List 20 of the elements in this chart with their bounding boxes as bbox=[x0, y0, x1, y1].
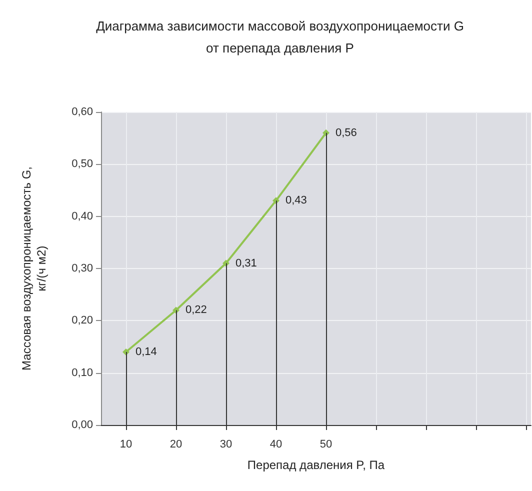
y-tick-label: 0,10 bbox=[72, 366, 93, 379]
x-tick-label: 30 bbox=[220, 438, 232, 450]
y-tick-label: 0,20 bbox=[72, 314, 93, 327]
y-tick-label: 0,40 bbox=[72, 210, 93, 222]
data-label: 0,43 bbox=[286, 194, 307, 207]
data-label: 0,14 bbox=[136, 346, 157, 358]
y-axis-title: Массовая воздухопроницаемость G, кг/(ч м2) bbox=[20, 166, 48, 370]
x-tick-label: 10 bbox=[120, 438, 132, 450]
x-axis-title: Перепад давления P, Па bbox=[247, 458, 385, 472]
x-tick-label: 50 bbox=[320, 438, 332, 450]
y-tick-label: 0,60 bbox=[72, 106, 93, 118]
x-tick-label: 20 bbox=[170, 438, 182, 450]
data-label: 0,56 bbox=[336, 126, 357, 139]
y-tick-label: 0,00 bbox=[72, 419, 93, 431]
chart-title: Диаграмма зависимости массовой воздухопроницаемости G от перепада давления P bbox=[96, 18, 464, 56]
y-tick-label: 0,50 bbox=[72, 158, 93, 170]
data-label: 0,31 bbox=[236, 257, 257, 270]
x-tick-label: 40 bbox=[270, 438, 282, 450]
data-label: 0,22 bbox=[186, 304, 207, 316]
y-tick-label: 0,30 bbox=[72, 262, 93, 274]
